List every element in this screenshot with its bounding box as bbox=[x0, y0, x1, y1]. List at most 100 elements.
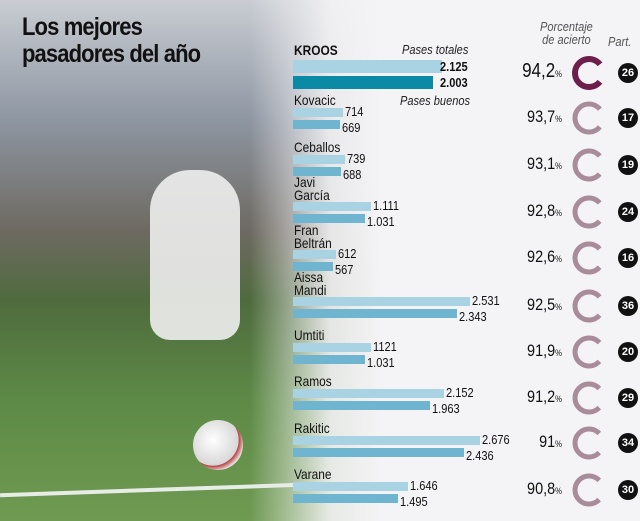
accuracy-percent: 92,8% bbox=[527, 201, 562, 220]
matches-badge: 16 bbox=[618, 248, 638, 268]
accuracy-ring bbox=[572, 101, 606, 135]
matches-badge: 24 bbox=[618, 202, 638, 222]
value-good: 2.003 bbox=[440, 75, 468, 90]
legend-good: Pases buenos bbox=[400, 93, 471, 108]
accuracy-ring bbox=[572, 426, 606, 460]
accuracy-arc bbox=[572, 56, 606, 90]
bar-good bbox=[293, 309, 457, 318]
value-total: 2.152 bbox=[445, 385, 474, 400]
accuracy-percent: 92,5% bbox=[527, 295, 562, 314]
value-total: 2.676 bbox=[482, 432, 510, 447]
accuracy-ring bbox=[572, 289, 606, 323]
accuracy-ring bbox=[572, 473, 606, 507]
player-name: Fran Beltrán bbox=[294, 222, 332, 251]
value-good: 1.031 bbox=[367, 355, 395, 370]
bar-good bbox=[293, 167, 342, 176]
bar-total bbox=[293, 436, 481, 445]
player-name: Ceballos bbox=[294, 139, 341, 155]
bar-total bbox=[293, 297, 471, 306]
accuracy-value: 93,7 bbox=[527, 107, 556, 126]
value-total: 2.125 bbox=[440, 59, 468, 74]
value-good: 2.343 bbox=[459, 309, 487, 324]
value-total: 2.531 bbox=[472, 293, 500, 308]
value-good: 688 bbox=[343, 167, 362, 182]
player-name: Aissa Mandi bbox=[294, 269, 327, 298]
matches-badge: 19 bbox=[618, 155, 638, 175]
value-good: 1.031 bbox=[367, 214, 395, 229]
football bbox=[193, 420, 243, 470]
legend-accuracy-line1: Porcentaje bbox=[540, 19, 593, 34]
accuracy-percent: 91,9% bbox=[527, 341, 562, 360]
bar-total bbox=[293, 202, 371, 211]
bar-good bbox=[293, 355, 366, 364]
matches-badge: 17 bbox=[618, 108, 638, 128]
bar-good bbox=[293, 214, 366, 223]
accuracy-percent: 94,2% bbox=[522, 60, 562, 82]
value-total: 714 bbox=[344, 104, 364, 119]
bar-total bbox=[293, 389, 444, 398]
value-total: 1.111 bbox=[372, 198, 399, 213]
accuracy-percent: 92,6% bbox=[527, 247, 562, 266]
accuracy-arc bbox=[572, 473, 606, 507]
value-good: 567 bbox=[334, 262, 354, 277]
accuracy-value: 92,6 bbox=[527, 247, 556, 266]
accuracy-arc bbox=[572, 335, 606, 369]
value-good: 2.436 bbox=[465, 448, 494, 463]
accuracy-ring bbox=[572, 335, 606, 369]
accuracy-percent: 90,8% bbox=[527, 479, 562, 498]
accuracy-ring bbox=[572, 241, 606, 275]
legend-matches: Part. bbox=[608, 34, 632, 49]
value-good: 1.963 bbox=[432, 401, 461, 416]
accuracy-percent: 91% bbox=[539, 432, 562, 451]
legend-accuracy-line2: de acierto bbox=[542, 32, 591, 47]
player-name: Varane bbox=[294, 466, 332, 482]
player-name: KROOS bbox=[294, 42, 338, 58]
page-title: Los mejores pasadores del año bbox=[22, 13, 201, 68]
bar-good bbox=[293, 494, 398, 503]
accuracy-ring bbox=[572, 56, 606, 90]
accuracy-value: 92,5 bbox=[527, 295, 556, 314]
player-name: Javi García bbox=[294, 174, 330, 203]
accuracy-percent: 91,2% bbox=[527, 387, 562, 406]
value-total: 612 bbox=[337, 246, 357, 261]
bar-total bbox=[293, 343, 372, 352]
value-total: 1.646 bbox=[410, 478, 438, 493]
matches-badge: 30 bbox=[618, 480, 638, 500]
player-figure bbox=[150, 170, 240, 340]
bar-good bbox=[293, 262, 333, 271]
accuracy-value: 92,8 bbox=[527, 201, 556, 220]
player-name: Ramos bbox=[294, 373, 332, 389]
accuracy-arc bbox=[572, 241, 606, 275]
value-total: 739 bbox=[346, 151, 366, 166]
bar-total bbox=[293, 482, 409, 491]
accuracy-arc bbox=[572, 148, 606, 182]
accuracy-percent: 93,7% bbox=[527, 107, 562, 126]
bar-good bbox=[293, 120, 340, 129]
player-name: Kovacic bbox=[294, 92, 336, 108]
bar-total bbox=[293, 250, 336, 259]
accuracy-arc bbox=[572, 289, 606, 323]
bar-total bbox=[293, 108, 343, 117]
accuracy-value: 94,2 bbox=[522, 60, 556, 82]
value-total: 1121 bbox=[373, 339, 398, 354]
bar-good bbox=[293, 76, 434, 89]
bar-total bbox=[293, 155, 345, 164]
accuracy-ring bbox=[572, 148, 606, 182]
accuracy-value: 91,9 bbox=[527, 341, 556, 360]
player-name: Rakitic bbox=[294, 420, 330, 436]
matches-badge: 26 bbox=[618, 63, 638, 83]
legend-total: Pases totales bbox=[402, 42, 469, 57]
player-name: Umtiti bbox=[294, 327, 325, 343]
accuracy-arc bbox=[572, 426, 606, 460]
accuracy-value: 93,1 bbox=[527, 154, 556, 173]
bar-good bbox=[293, 448, 464, 457]
title-line-1: Los mejores bbox=[22, 13, 143, 41]
bar-good bbox=[293, 401, 431, 410]
matches-badge: 36 bbox=[618, 296, 638, 316]
title-line-2: pasadores del año bbox=[22, 40, 201, 68]
accuracy-ring bbox=[572, 195, 606, 229]
accuracy-ring bbox=[572, 381, 606, 415]
accuracy-arc bbox=[572, 101, 606, 135]
legend-accuracy: Porcentaje de acierto bbox=[540, 20, 593, 46]
matches-badge: 34 bbox=[618, 433, 638, 453]
